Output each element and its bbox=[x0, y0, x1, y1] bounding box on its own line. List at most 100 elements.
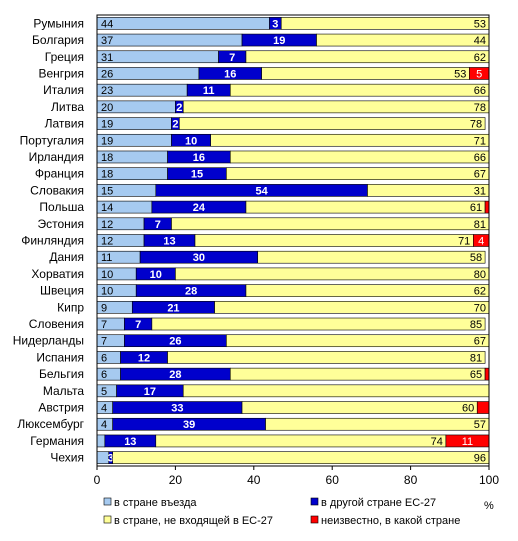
legend-label-s1: в другой стране ЕС-27 bbox=[321, 497, 436, 509]
data-label-италия-s1: 11 bbox=[203, 85, 215, 97]
category-label-латвия: Латвия bbox=[45, 117, 84, 131]
data-label-болгария-s2: 44 bbox=[474, 35, 486, 47]
bar-люксембург-s2 bbox=[265, 417, 490, 431]
bar-франция-s2 bbox=[226, 167, 490, 180]
category-label-франция: Франция bbox=[35, 167, 84, 181]
x-tick-label-80: 80 bbox=[404, 473, 418, 487]
bar-бельгия-s2 bbox=[229, 367, 486, 381]
data-label-мальта-s1: 17 bbox=[144, 386, 156, 398]
legend-swatch-s0 bbox=[103, 497, 112, 506]
category-label-эстония: Эстония bbox=[38, 217, 85, 231]
legend-label-s2: в стране, не входящей в ЕС-27 bbox=[114, 515, 273, 527]
data-label-чехия-s1: 3 bbox=[108, 453, 114, 465]
category-label-ирландия: Ирландия bbox=[29, 150, 84, 164]
data-label-швеция-s2: 62 bbox=[474, 286, 486, 298]
data-label-дания-s2: 58 bbox=[470, 252, 482, 264]
x-tick-label-0: 0 bbox=[94, 473, 101, 487]
data-label-австрия-s0: 4 bbox=[101, 403, 107, 415]
data-label-португалия-s1: 10 bbox=[185, 135, 197, 147]
bar-словакия-s2 bbox=[367, 184, 490, 197]
data-label-дания-s1: 30 bbox=[193, 252, 205, 264]
bar-греция-s0 bbox=[96, 50, 219, 64]
data-label-литва-s0: 20 bbox=[101, 102, 113, 114]
x-tick-label-20: 20 bbox=[169, 473, 183, 487]
data-label-литва-s1: 2 bbox=[176, 102, 182, 114]
data-label-болгария-s1: 19 bbox=[273, 35, 285, 47]
data-label-нидерланды-s0: 7 bbox=[101, 336, 107, 348]
data-label-словакия-s2: 31 bbox=[474, 185, 486, 197]
data-label-бельгия-s1: 28 bbox=[169, 369, 181, 381]
category-label-польша: Польша bbox=[39, 200, 84, 214]
category-label-словакия: Словакия bbox=[30, 183, 84, 197]
data-label-румыния-s0: 44 bbox=[101, 18, 113, 30]
data-label-люксембург-s2: 57 bbox=[474, 419, 486, 431]
data-label-польша-s0: 14 bbox=[101, 202, 113, 214]
bar-испания-s2 bbox=[167, 351, 486, 364]
data-label-хорватия-s0: 10 bbox=[101, 269, 113, 281]
plot-frame bbox=[96, 14, 490, 467]
category-label-кипр: Кипр bbox=[57, 300, 84, 314]
data-label-венгрия-s3: 5 bbox=[476, 68, 482, 80]
data-label-польша-s2: 61 bbox=[470, 202, 482, 214]
data-label-греция-s2: 62 bbox=[474, 52, 486, 64]
data-label-ирландия-s1: 16 bbox=[193, 152, 205, 164]
data-label-словения-s2: 85 bbox=[470, 319, 482, 331]
data-label-швеция-s1: 28 bbox=[185, 286, 197, 298]
bar-австрия-s2 bbox=[241, 401, 478, 414]
category-label-румыния: Румыния bbox=[33, 16, 84, 30]
category-label-хорватия: Хорватия bbox=[31, 267, 84, 281]
legend-label-s3: неизвестно, в какой стране bbox=[321, 515, 460, 527]
category-label-нидерланды: Нидерланды bbox=[13, 334, 84, 348]
bar-греция-s2 bbox=[245, 50, 490, 64]
data-label-румыния-s2: 53 bbox=[474, 18, 486, 30]
category-labels: Румыния Болгария Греция Венгрия Италия Литва Л… bbox=[13, 16, 85, 464]
x-axis: 0 20 40 60 80 100 bbox=[94, 14, 499, 487]
data-label-словения-s0: 7 bbox=[101, 319, 107, 331]
category-label-германия: Германия bbox=[30, 434, 84, 448]
bar-литва-s2 bbox=[182, 100, 490, 114]
bar-румыния-s2 bbox=[280, 17, 490, 30]
data-label-хорватия-s2: 80 bbox=[474, 269, 486, 281]
x-tick-label-100: 100 bbox=[479, 473, 499, 487]
bar-нидерланды-s2 bbox=[226, 334, 490, 348]
data-label-мальта-s0: 5 bbox=[101, 386, 107, 398]
bar-австрия-s3 bbox=[476, 401, 490, 414]
data-label-словакия-s0: 15 bbox=[101, 185, 113, 197]
data-label-венгрия-s2: 53 bbox=[454, 68, 466, 80]
data-label-дания-s0: 11 bbox=[101, 252, 112, 264]
data-label-франция-s0: 18 bbox=[101, 169, 113, 181]
legend-swatch-s2 bbox=[103, 515, 112, 524]
category-label-словения: Словения bbox=[29, 317, 84, 331]
category-label-болгария: Болгария bbox=[32, 33, 84, 47]
data-label-испания-s1: 12 bbox=[138, 352, 150, 364]
data-label-люксембург-s1: 39 bbox=[183, 419, 195, 431]
data-label-швеция-s0: 10 bbox=[101, 286, 113, 298]
bar-финляндия-s2 bbox=[194, 234, 474, 247]
data-label-испания-s2: 81 bbox=[470, 352, 482, 364]
data-label-португалия-s0: 19 bbox=[101, 135, 113, 147]
x-tick-label-60: 60 bbox=[326, 473, 340, 487]
data-label-австрия-s1: 33 bbox=[171, 403, 183, 415]
category-label-финляндия: Финляндия bbox=[21, 234, 84, 248]
unit-label: % bbox=[484, 500, 494, 512]
bar-польша-s2 bbox=[245, 200, 486, 214]
bar-дания-s2 bbox=[257, 250, 486, 264]
data-label-финляндия-s0: 12 bbox=[101, 236, 113, 248]
data-label-эстония-s2: 81 bbox=[474, 219, 486, 231]
data-label-венгрия-s1: 16 bbox=[224, 68, 236, 80]
legend-swatch-s1 bbox=[310, 497, 319, 506]
data-label-латвия-s2: 78 bbox=[470, 119, 482, 131]
data-label-бельгия-s0: 6 bbox=[101, 369, 107, 381]
data-label-италия-s2: 66 bbox=[474, 85, 486, 97]
data-label-италия-s0: 23 bbox=[101, 85, 113, 97]
data-label-венгрия-s0: 26 bbox=[101, 68, 113, 80]
bar-польша-s3 bbox=[484, 200, 490, 214]
bar-ирландия-s2 bbox=[229, 150, 490, 164]
bar-эстония-s2 bbox=[171, 217, 490, 231]
data-label-хорватия-s1: 10 bbox=[150, 269, 162, 281]
bar-латвия-s2 bbox=[179, 117, 486, 130]
category-label-бельгия: Бельгия bbox=[39, 367, 84, 381]
data-label-германия-s3: 11 bbox=[462, 436, 473, 448]
data-label-германия-s2: 74 bbox=[431, 436, 443, 448]
